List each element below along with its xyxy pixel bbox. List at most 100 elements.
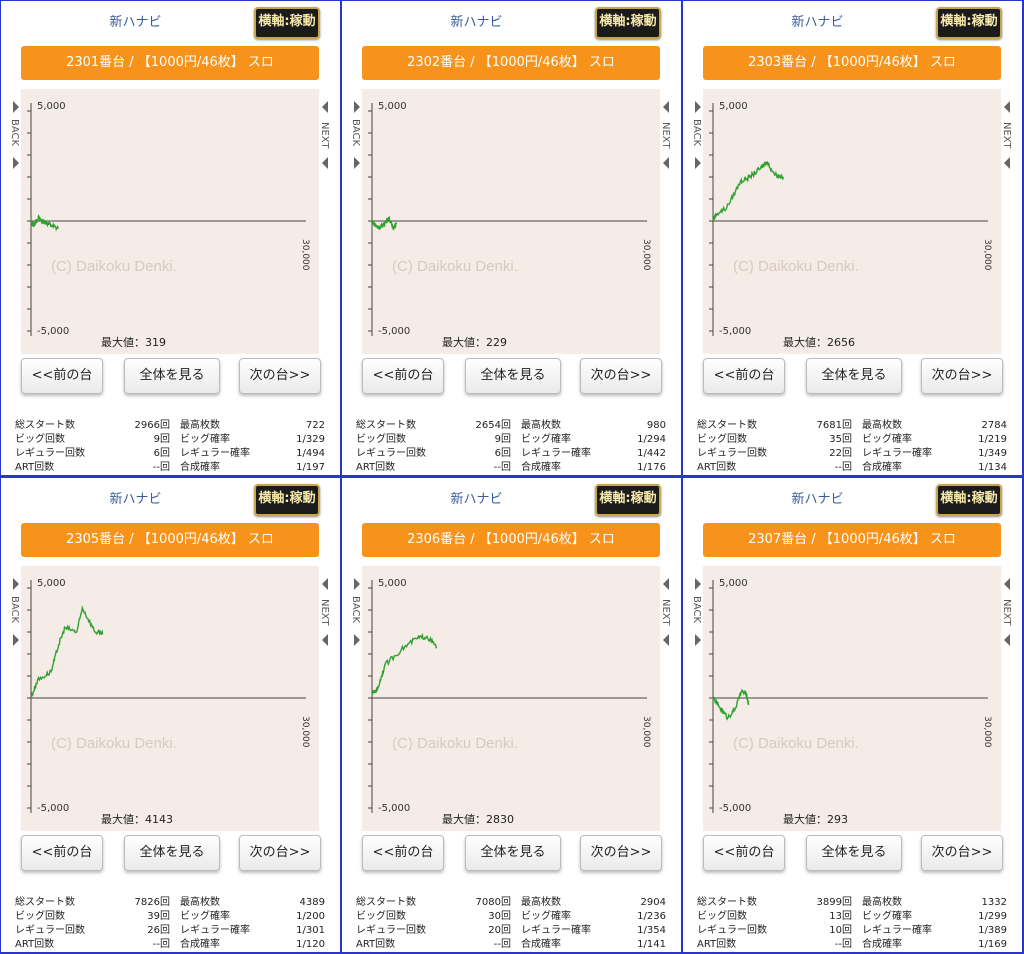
next-machine-button[interactable]: 次の台>> [239,835,321,871]
back-arrow-icon[interactable] [13,157,19,169]
back-arrow-icon[interactable] [354,157,360,169]
back-arrow-icon[interactable] [13,578,19,590]
view-all-button[interactable]: 全体を見る [465,835,561,871]
back-label[interactable]: BACK [9,596,20,624]
next-arrow-icon[interactable] [1004,578,1010,590]
back-arrow-icon[interactable] [695,157,701,169]
back-arrow-icon[interactable] [354,634,360,646]
stats-row: ART回数 --回 合成確率 1/169 [697,938,1007,952]
axis-toggle-button[interactable]: 横軸:稼動 [254,7,320,39]
next-label[interactable]: NEXT [1001,122,1012,149]
back-arrow-icon[interactable] [695,634,701,646]
back-arrow-icon[interactable] [13,634,19,646]
next-label[interactable]: NEXT [660,599,671,626]
stats-row: ビッグ回数 13回 ビッグ確率 1/299 [697,910,1007,924]
next-arrow-icon[interactable] [663,101,669,113]
stat-value: --回 [834,462,852,473]
stats-row: 総スタート数 7681回 最高枚数 2784 [697,419,1007,433]
machine-title: 新ハナビ [109,15,162,30]
axis-toggle-button[interactable]: 横軸:稼動 [936,484,1002,516]
next-label[interactable]: NEXT [1001,599,1012,626]
prev-machine-button[interactable]: <<前の台 [21,358,103,394]
view-all-button[interactable]: 全体を見る [806,835,902,871]
next-arrow-icon[interactable] [663,634,669,646]
next-arrow-icon[interactable] [322,634,328,646]
chart-area: BACK NEXT 5,000 -5,000 30,000 (C) Daikoku Den… [1,566,340,831]
next-arrow-icon[interactable] [1004,157,1010,169]
line-chart: BACK NEXT 5,000 -5,000 30,000 (C) Daikoku Den… [350,578,671,826]
stats-row: ビッグ回数 30回 ビッグ確率 1/236 [356,910,666,924]
next-machine-button[interactable]: 次の台>> [921,835,1003,871]
stat-value: 1332 [981,897,1007,908]
machine-header: 2302番台 / 【1000円/46枚】 スロ [362,46,660,80]
back-label[interactable]: BACK [9,119,20,147]
stat-value: 4389 [299,897,325,908]
next-label[interactable]: NEXT [660,122,671,149]
stat-label: 総スタート数 [356,420,416,431]
stat-value: 1/236 [637,911,666,922]
data-series-line [371,632,438,695]
max-value-label: 最大値：2830 [442,812,514,826]
next-arrow-icon[interactable] [322,157,328,169]
next-machine-button[interactable]: 次の台>> [921,358,1003,394]
back-label[interactable]: BACK [350,119,361,147]
back-arrow-icon[interactable] [354,578,360,590]
back-arrow-icon[interactable] [354,101,360,113]
stat-label: ビッグ回数 [697,911,747,922]
axis-toggle-button[interactable]: 横軸:稼動 [595,484,661,516]
next-arrow-icon[interactable] [322,101,328,113]
back-label[interactable]: BACK [691,596,702,624]
stat-label: ART回数 [697,939,737,950]
prev-machine-button[interactable]: <<前の台 [21,835,103,871]
view-all-button[interactable]: 全体を見る [465,358,561,394]
next-arrow-icon[interactable] [663,157,669,169]
stat-label: 最高枚数 [180,420,220,431]
axis-toggle-button[interactable]: 横軸:稼動 [936,7,1002,39]
y-top-label: 5,000 [37,578,66,589]
next-arrow-icon[interactable] [1004,634,1010,646]
watermark: (C) Daikoku Denki. [392,258,518,275]
nav-buttons: <<前の台 全体を見る 次の台>> [342,358,681,398]
prev-machine-button[interactable]: <<前の台 [703,835,785,871]
back-label[interactable]: BACK [691,119,702,147]
prev-machine-button[interactable]: <<前の台 [703,358,785,394]
nav-buttons: <<前の台 全体を見る 次の台>> [1,358,340,398]
next-arrow-icon[interactable] [663,578,669,590]
back-arrow-icon[interactable] [13,101,19,113]
view-all-button[interactable]: 全体を見る [124,835,220,871]
y-top-label: 5,000 [37,101,66,112]
back-arrow-icon[interactable] [695,101,701,113]
axis-toggle-button[interactable]: 横軸:稼動 [595,7,661,39]
next-label[interactable]: NEXT [319,122,330,149]
max-value-label: 最大値：2656 [783,335,855,349]
stat-value: 1/349 [978,448,1007,459]
axis-toggle-button[interactable]: 横軸:稼動 [254,484,320,516]
data-series-line [712,688,750,721]
next-machine-button[interactable]: 次の台>> [580,835,662,871]
stat-value: 39回 [147,911,170,922]
stats-row: 総スタート数 7080回 最高枚数 2904 [356,896,666,910]
x-max-label: 30,000 [982,239,992,271]
x-max-label: 30,000 [300,239,310,271]
view-all-button[interactable]: 全体を見る [124,358,220,394]
x-max-label: 30,000 [641,239,651,271]
next-machine-button[interactable]: 次の台>> [239,358,321,394]
view-all-button[interactable]: 全体を見る [806,358,902,394]
stat-value: 7826回 [134,897,170,908]
stat-value: 35回 [829,434,852,445]
back-arrow-icon[interactable] [695,578,701,590]
y-top-label: 5,000 [719,101,748,112]
prev-machine-button[interactable]: <<前の台 [362,358,444,394]
next-arrow-icon[interactable] [322,578,328,590]
machine-title: 新ハナビ [791,492,844,507]
stat-label: 合成確率 [521,462,561,473]
stat-value: 7681回 [816,420,852,431]
next-machine-button[interactable]: 次の台>> [580,358,662,394]
prev-machine-button[interactable]: <<前の台 [362,835,444,871]
stat-value: 13回 [829,911,852,922]
next-arrow-icon[interactable] [1004,101,1010,113]
next-label[interactable]: NEXT [319,599,330,626]
back-label[interactable]: BACK [350,596,361,624]
stat-label: 総スタート数 [697,420,757,431]
